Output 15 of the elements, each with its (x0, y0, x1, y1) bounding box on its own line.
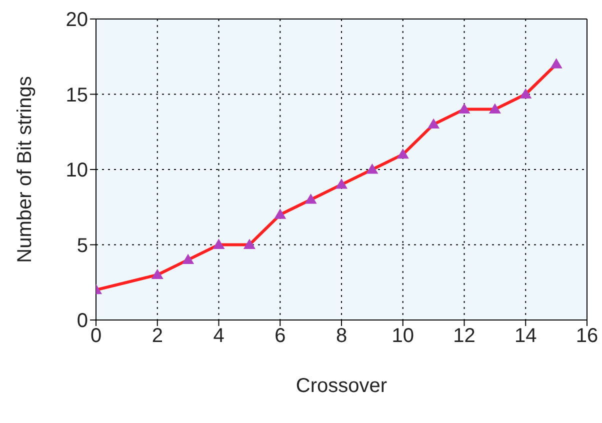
x-tick-label: 8 (336, 325, 348, 348)
x-tick-label: 4 (213, 325, 224, 348)
y-tick-label: 0 (76, 310, 88, 332)
y-tick-label: 5 (76, 234, 88, 257)
x-axis-title: Crossover (296, 375, 388, 397)
y-tick-label: 10 (66, 160, 88, 182)
x-tick-label: 14 (514, 325, 537, 348)
y-axis-title: Number of Bit strings (14, 76, 36, 263)
y-tick-label: 20 (66, 9, 88, 32)
x-tick-label: 12 (453, 325, 476, 348)
x-tick-label: 10 (392, 325, 414, 348)
x-tick-label: 2 (152, 325, 163, 348)
x-tick-label: 6 (274, 325, 286, 348)
y-tick-label: 15 (66, 84, 88, 106)
x-tick-label: 16 (576, 325, 598, 348)
